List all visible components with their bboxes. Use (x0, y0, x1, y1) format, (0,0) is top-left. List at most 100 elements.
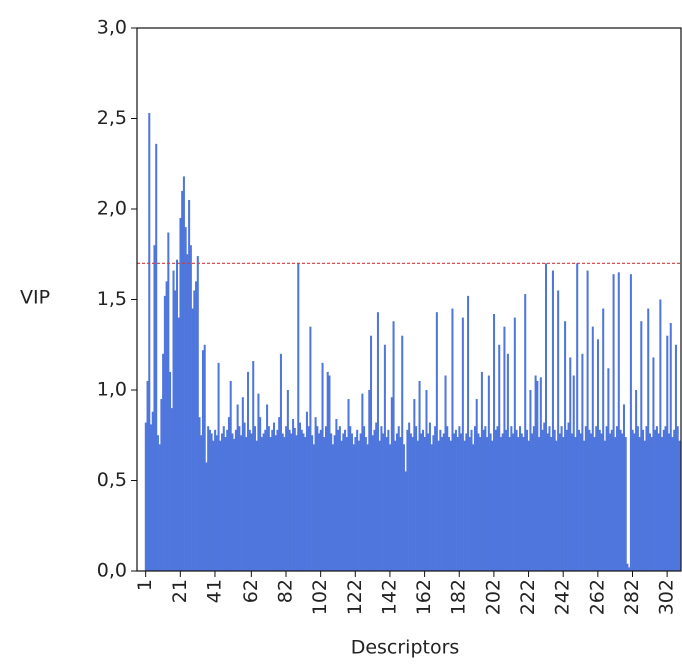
bar (174, 290, 177, 571)
bar (293, 428, 296, 571)
bar (581, 353, 584, 571)
bar (551, 270, 554, 571)
bar (487, 375, 490, 571)
bar (648, 433, 651, 571)
bar (664, 426, 667, 571)
bar (512, 433, 515, 571)
bar (198, 417, 201, 571)
x-tick-label: 302 (656, 579, 678, 615)
y-tick-label: 0,0 (97, 560, 127, 582)
bar (330, 433, 333, 571)
x-axis-label: Descriptors (351, 637, 460, 659)
bar (565, 429, 568, 571)
bar (467, 295, 470, 571)
bar (371, 435, 374, 571)
bar (413, 399, 416, 571)
bar (335, 418, 338, 571)
bar (163, 295, 166, 571)
bar (532, 426, 535, 571)
bar (636, 426, 639, 571)
bar (340, 440, 343, 571)
bar (347, 399, 350, 571)
bar (240, 435, 243, 571)
bar (295, 435, 298, 571)
bar (622, 404, 625, 571)
bar (200, 435, 203, 571)
bar (642, 429, 645, 571)
bar (366, 444, 369, 571)
bar (302, 433, 305, 571)
bar (264, 429, 267, 571)
bar (214, 429, 217, 571)
bar (650, 437, 653, 571)
bar (574, 437, 577, 571)
bar (619, 429, 622, 571)
bar (598, 429, 601, 571)
bar (441, 437, 444, 571)
bar (465, 433, 468, 571)
bar (534, 375, 537, 571)
bar (376, 312, 379, 571)
bar (673, 429, 676, 571)
x-tick-label: 41 (203, 579, 225, 603)
bar (250, 433, 253, 571)
bar (505, 429, 508, 571)
bar (453, 433, 456, 571)
bar (626, 563, 629, 571)
x-tick-label: 182 (448, 579, 470, 615)
bar (671, 437, 674, 571)
bar (614, 437, 617, 571)
bar (397, 426, 400, 571)
bar (527, 440, 530, 571)
bar (633, 433, 636, 571)
bar (595, 426, 598, 571)
bar (529, 390, 532, 571)
bar (423, 437, 426, 571)
bar (245, 437, 248, 571)
x-tick-label: 62 (240, 579, 262, 603)
bar (553, 429, 556, 571)
bar (442, 433, 445, 571)
bar (536, 380, 539, 571)
bar (233, 438, 236, 571)
bar (402, 444, 405, 571)
bar (678, 440, 681, 571)
bar (396, 433, 399, 571)
bar (612, 274, 615, 571)
bar (266, 404, 269, 571)
bar (479, 437, 482, 571)
bar (160, 399, 163, 571)
bar (247, 371, 250, 571)
bar (668, 433, 671, 571)
bar (359, 433, 362, 571)
bar (383, 344, 386, 571)
bar (564, 321, 567, 571)
bar (309, 326, 312, 571)
bar (676, 426, 679, 571)
bar (286, 390, 289, 571)
bar (257, 393, 260, 571)
y-tick-label: 0,5 (97, 469, 127, 491)
bar (477, 433, 480, 571)
bar (226, 429, 229, 571)
bar (454, 429, 457, 571)
bar (203, 344, 206, 571)
bar (267, 426, 270, 571)
bar (349, 426, 352, 571)
bar (382, 433, 385, 571)
bar (584, 426, 587, 571)
bar (513, 317, 516, 571)
bar (201, 350, 205, 571)
bar (212, 440, 215, 571)
bar (222, 426, 225, 571)
bar (236, 404, 239, 571)
bar (169, 371, 172, 571)
x-tick-label: 242 (552, 579, 574, 615)
bar (208, 429, 211, 571)
bar (560, 426, 563, 571)
bar (470, 429, 473, 571)
bar (517, 437, 520, 571)
bar (603, 440, 606, 571)
bar (390, 397, 393, 571)
bar (572, 375, 575, 571)
